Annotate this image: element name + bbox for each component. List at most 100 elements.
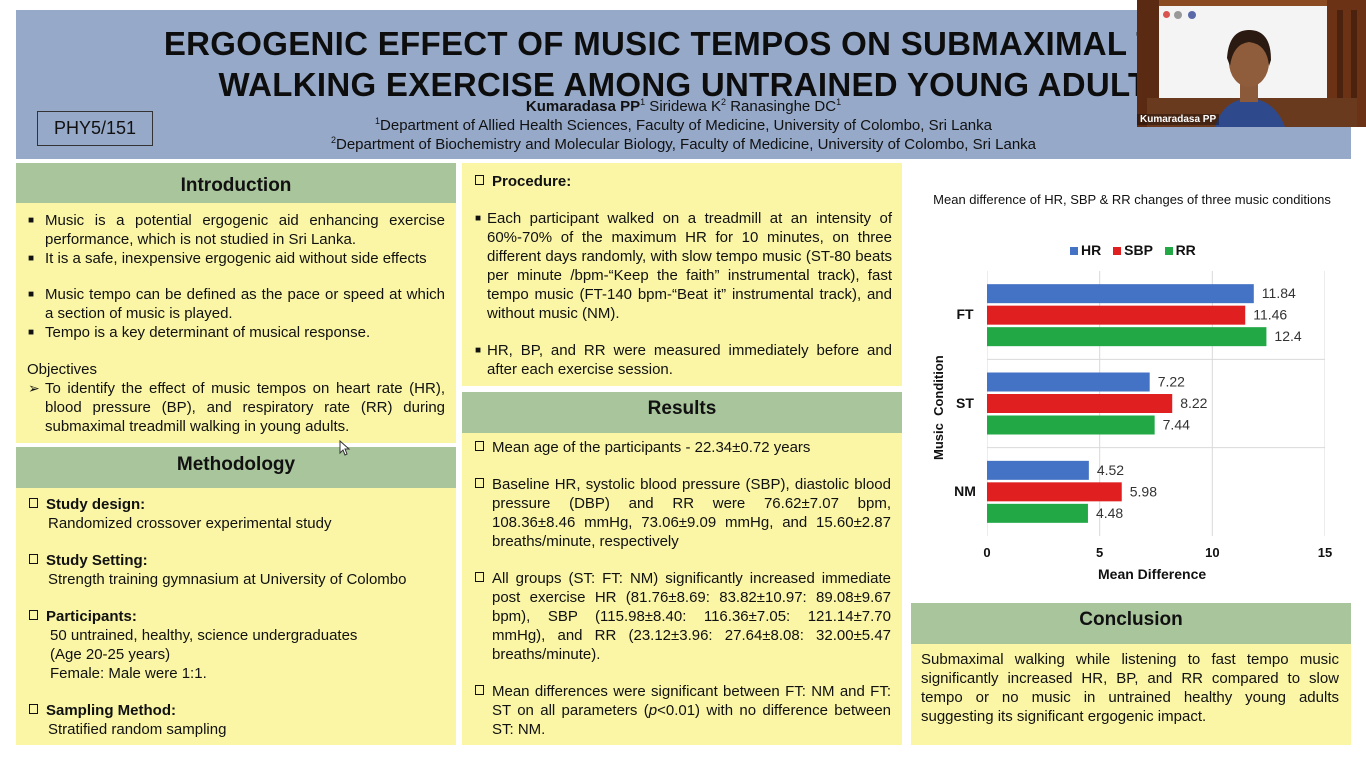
- checkbox-bullet-icon: [475, 175, 484, 185]
- chart-x-tick-label: 10: [1205, 545, 1220, 560]
- result-text-final: Mean differences were significant betwee…: [492, 683, 892, 738]
- chart-bar-hr-nm: [987, 460, 1089, 480]
- author-main: Kumaradasa PP: [525, 98, 641, 115]
- chart-data-label: 7.44: [1163, 417, 1190, 433]
- participants-text: 50 untrained, healthy, science undergrad…: [50, 627, 358, 644]
- chart-y-axis-title: Music Condition: [931, 355, 946, 460]
- procedure-bullet: ■ Each participant walked on a treadmill …: [475, 209, 892, 323]
- introduction-content: ■ Music is a potential ergogenic aid enha…: [18, 211, 445, 436]
- result-item: Mean differences were significant betwee…: [475, 682, 891, 739]
- study-setting-text: Strength training gymnasium at Universit…: [48, 571, 407, 588]
- bullet-square-icon: ■: [28, 289, 35, 300]
- results-content: Mean age of the participants - 22.34±0.7…: [475, 438, 891, 739]
- legend-label-sbp: SBP: [1124, 242, 1153, 258]
- intro-bullet: ■ Music is a potential ergogenic aid enha…: [18, 211, 445, 249]
- study-design-item: Study design:: [29, 495, 449, 514]
- checkbox-bullet-icon: [475, 685, 484, 695]
- webcam-video-tile[interactable]: Kumaradasa PP: [1137, 0, 1366, 127]
- chart-data-label: 11.46: [1253, 307, 1287, 323]
- poster-title-line-1: ERGOGENIC EFFECT OF MUSIC TEMPOS ON SUBM…: [163, 25, 1204, 62]
- chart-x-tick-label: 5: [1096, 545, 1104, 560]
- chart-bar-sbp-st: [987, 394, 1173, 413]
- objective-text: To identify the effect of music tempos o…: [45, 380, 445, 435]
- chart-data-label: 7.22: [1158, 374, 1185, 390]
- chart-category-label: NM: [954, 482, 976, 499]
- checkbox-bullet-icon: [29, 610, 38, 620]
- chart-bar-hr-st: [987, 372, 1150, 392]
- chart-x-tick-label: 15: [1317, 545, 1333, 560]
- chart-x-tick-label: 0: [983, 545, 991, 560]
- checkbox-bullet-icon: [29, 554, 38, 564]
- study-design-heading: Study design:: [46, 496, 146, 513]
- chart-data-label: 11.84: [1262, 285, 1296, 301]
- sampling-heading: Sampling Method:: [46, 702, 176, 719]
- intro-bullet: ■ Music tempo can be defined as the pace …: [18, 285, 445, 323]
- intro-bullet: ■ Tempo is a key determinant of musical r…: [18, 323, 445, 342]
- procedure-bullet-text: HR, BP, and RR were measured immediately…: [487, 342, 892, 378]
- intro-bullet-text: It is a safe, inexpensive ergogenic aid …: [45, 250, 427, 267]
- chart-bar-rr-nm: [987, 503, 1088, 523]
- bullet-square-icon: ■: [28, 253, 35, 264]
- results-title: Results: [462, 392, 902, 433]
- author-second: Siridewa K: [645, 98, 722, 115]
- procedure-bullet-text: Each participant walked on a treadmill a…: [487, 210, 892, 322]
- poster-header: ERGOGENIC EFFECT OF MUSIC TEMPOS ON SUBM…: [16, 10, 1351, 159]
- conclusion-title: Conclusion: [911, 603, 1351, 644]
- chart-title: Mean difference of HR, SBP & RR changes …: [933, 192, 1331, 207]
- study-design-text: Randomized crossover experimental study: [48, 515, 332, 532]
- affiliation-2-text: Department of Biochemistry and Molecular…: [335, 136, 1037, 153]
- bullet-square-icon: ■: [475, 213, 482, 224]
- authors-line: Kumaradasa PP1 Siridewa K2 Ranasinghe DC…: [16, 97, 1351, 115]
- result-text: Baseline HR, systolic blood pressure (SB…: [492, 476, 891, 550]
- methodology-content: Study design: Randomized crossover exper…: [29, 495, 449, 739]
- checkbox-bullet-icon: [475, 441, 484, 451]
- chart-bar-rr-st: [987, 415, 1155, 435]
- participants-text: Female: Male were 1:1.: [50, 665, 207, 682]
- author-second-sup: 2: [721, 97, 727, 107]
- webcam-video-feed: [1137, 0, 1366, 127]
- intro-bullet-text: Tempo is a key determinant of musical re…: [45, 324, 371, 341]
- chart-bar-hr-ft: [987, 284, 1254, 304]
- methodology-title: Methodology: [16, 447, 456, 488]
- chart-bar-rr-ft: [987, 327, 1267, 347]
- poster-code: PHY5/151: [37, 111, 153, 146]
- intro-bullet-text: Music tempo can be defined as the pace o…: [45, 286, 445, 322]
- participants-heading: Participants:: [46, 608, 137, 625]
- mouse-cursor-icon: [339, 440, 351, 456]
- poster-title-line-2: WALKING EXERCISE AMONG UNTRAINED YOUNG A…: [218, 66, 1149, 103]
- result-item: Baseline HR, systolic blood pressure (SB…: [475, 475, 891, 551]
- legend-swatch-rr: [1164, 247, 1173, 256]
- checkbox-bullet-icon: [475, 572, 484, 582]
- chart-data-label: 4.48: [1096, 505, 1123, 521]
- procedure-heading-item: Procedure:: [475, 172, 892, 191]
- legend-item-rr: RR: [1164, 242, 1196, 258]
- result-text: All groups (ST: FT: NM) significantly in…: [492, 570, 891, 663]
- introduction-title: Introduction: [16, 163, 456, 203]
- conclusion-text: Submaximal walking while listening to fa…: [921, 651, 1339, 725]
- participants-item: Participants:: [29, 607, 449, 626]
- affiliation-2: 2Department of Biochemistry and Molecula…: [16, 135, 1351, 153]
- chart-data-label: 5.98: [1130, 483, 1157, 499]
- procedure-heading: Procedure:: [492, 173, 572, 190]
- chart-legend: HR SBP RR: [1070, 242, 1196, 258]
- chart-data-label: 12.4: [1274, 328, 1301, 344]
- checkbox-bullet-icon: [29, 498, 38, 508]
- chart-x-axis-title: Mean Difference: [1098, 566, 1207, 582]
- study-setting-heading: Study Setting:: [46, 552, 148, 569]
- objective-item: ➢ To identify the effect of music tempos …: [18, 379, 445, 436]
- legend-label-hr: HR: [1081, 242, 1102, 258]
- chart-plot-area: 11.84 11.46 12.4 7.22 8.22 7.44 4.52 5.98 4.48: [986, 271, 1326, 536]
- legend-item-sbp: SBP: [1113, 242, 1153, 258]
- chart-bar-sbp-nm: [987, 482, 1122, 502]
- results-panel: [462, 392, 902, 745]
- legend-swatch-hr: [1070, 247, 1078, 256]
- introduction-panel: [16, 163, 456, 443]
- sampling-text: Stratified random sampling: [48, 721, 227, 738]
- chart-category-label: FT: [956, 306, 974, 323]
- bullet-square-icon: ■: [28, 327, 35, 338]
- sampling-item: Sampling Method:: [29, 701, 449, 720]
- affiliation-1-sup: 1: [375, 116, 381, 126]
- webcam-participant-name: Kumaradasa PP: [1137, 114, 1220, 125]
- procedure-bullet: ■ HR, BP, and RR were measured immediatel…: [475, 341, 892, 379]
- author-third-sup: 1: [836, 97, 842, 107]
